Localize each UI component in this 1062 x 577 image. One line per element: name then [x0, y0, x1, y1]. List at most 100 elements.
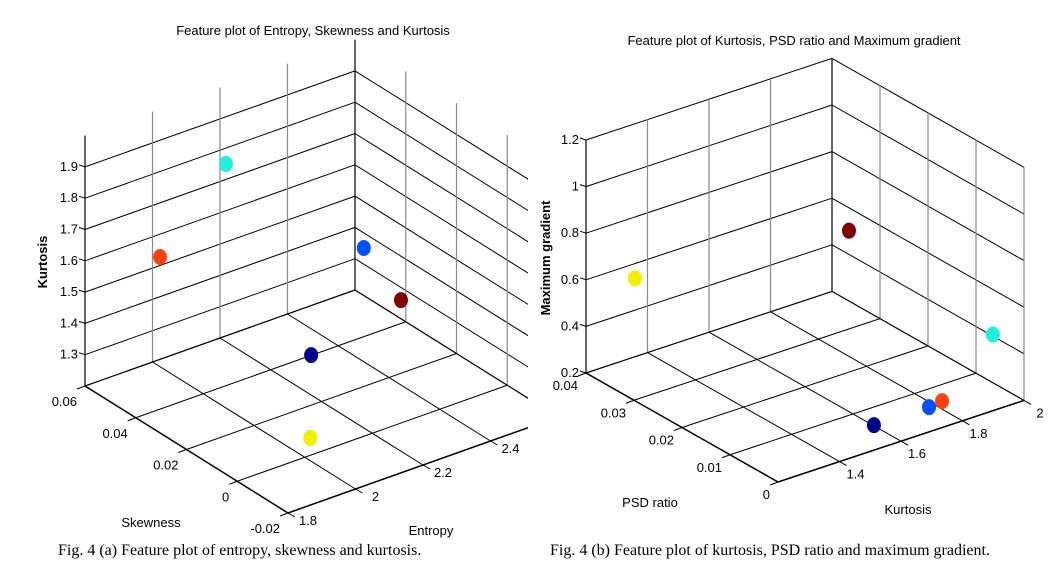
- chart-b-z-tick-label: 0.2: [561, 365, 579, 380]
- chart-b-z-tick: [579, 184, 587, 188]
- chart-b-x-tick-label: 1.4: [846, 467, 864, 482]
- chart-a-x-tick: [422, 464, 431, 470]
- chart-b-title: Feature plot of Kurtosis, PSD ratio and …: [627, 33, 960, 48]
- chart-b-wall-gridline: [831, 57, 1025, 168]
- chart-b-x-tick: [962, 420, 970, 426]
- chart-b-xlabel: Kurtosis: [885, 502, 932, 517]
- chart-b-z-tick-label: 1: [572, 179, 579, 194]
- chart-a-y-tick: [178, 449, 187, 453]
- chart-a-data-point: [153, 248, 168, 265]
- chart-a-z-tick: [78, 352, 86, 356]
- chart-a-y-tick-label: 0: [222, 489, 229, 504]
- chart-b-y-tick: [673, 427, 683, 431]
- chart-a-ylabel: Skewness: [121, 515, 181, 530]
- chart-b-z-tick: [579, 137, 587, 141]
- chart-a-y-tick: [229, 480, 238, 485]
- chart-a-floor-gridline: [237, 384, 508, 482]
- chart-a-y-tick: [127, 417, 136, 422]
- chart-b-z-tick-label: 0.4: [561, 318, 579, 333]
- chart-a-floor-gridline: [186, 353, 457, 450]
- chart-a-floor-edge: [84, 289, 356, 387]
- chart-a-z-tick-label: 1.8: [60, 190, 78, 205]
- chart-a-x-tick-label: 2.2: [434, 465, 452, 480]
- chart-b-z-tick: [579, 230, 587, 234]
- chart-a-z-tick-label: 1.3: [60, 347, 78, 362]
- chart-a-x-tick: [355, 488, 363, 494]
- chart-b-z-tick-label: 1.2: [561, 132, 579, 147]
- chart-a-z-tick-label: 1.7: [60, 222, 78, 237]
- chart-a-y-tick: [76, 385, 86, 390]
- chart-a-z-tick: [78, 227, 86, 230]
- chart-b-z-tick-label: 0.8: [561, 225, 579, 240]
- chart-b-points: [627, 222, 1000, 434]
- chart-a-y-tick: [279, 512, 289, 517]
- chart-a-x-tick-label: 1.8: [299, 513, 317, 528]
- chart-a-data-point: [356, 239, 371, 256]
- chart-a-z-tick: [78, 320, 86, 324]
- chart-a-floor-gridline: [135, 321, 406, 419]
- chart-a: Feature plot of Entropy, Skewness and Ku…: [35, 23, 528, 559]
- chart-a-data-point: [218, 155, 233, 172]
- chart-b-y-tick-label: 0.02: [649, 433, 674, 448]
- chart-a-x-tick-label: 2.4: [501, 441, 519, 456]
- chart-a-z-tick-label: 1.4: [60, 315, 78, 330]
- chart-b-y-tick-label: 0.03: [601, 405, 626, 420]
- chart-a-z-tick: [78, 195, 86, 199]
- chart-b-data-point: [627, 270, 642, 287]
- chart-a-z-tick: [78, 164, 86, 168]
- chart-a-data-point: [393, 292, 408, 309]
- chart-a-x-tick: [287, 512, 296, 518]
- chart-b-floor-gridline: [633, 318, 881, 401]
- chart-b-y-tick: [625, 399, 635, 404]
- chart-a-data-point: [304, 347, 319, 364]
- chart-b-z-tick: [579, 370, 587, 374]
- chart-b-y-tick: [769, 481, 779, 486]
- chart-b-x-tick-label: 1.6: [908, 446, 926, 461]
- chart-a-floor-edge: [354, 289, 528, 399]
- chart-a-ticks: 1.3 1.4 1.5 1.6 1.7 1.8 1.9 -0.02 0 0.02 0.04 0.06 1…: [52, 159, 520, 536]
- chart-b-zlabel: Maximum gradient: [538, 200, 553, 316]
- chart-b-y-tick-label: 0.01: [697, 460, 722, 475]
- chart-a-z-tick-label: 1.9: [60, 159, 78, 174]
- chart-b-data-point: [866, 417, 881, 434]
- chart-a-z-tick: [78, 289, 86, 293]
- chart-a-xlabel: Entropy: [409, 523, 454, 538]
- chart-a-grid: [84, 39, 528, 514]
- chart-b-x-tick: [900, 440, 909, 446]
- chart-b-data-point: [985, 326, 1000, 343]
- chart-b-y-tick: [721, 454, 731, 459]
- chart-b-y-tick-label: 0.04: [553, 378, 578, 393]
- chart-b-data-point: [841, 222, 856, 239]
- chart-b-data-point: [935, 393, 950, 410]
- chart-a-z-tick-label: 1.5: [60, 284, 78, 299]
- chart-b-x-tick-label: 2: [1036, 405, 1043, 420]
- chart-a-z-tick-label: 1.6: [60, 253, 78, 268]
- chart-b-grid: [585, 57, 1025, 483]
- chart-a-caption: Fig. 4 (a) Feature plot of entropy, skew…: [58, 542, 421, 559]
- chart-b-z-tick: [579, 277, 587, 281]
- chart-b-z-tick-label: 0.6: [561, 272, 579, 287]
- chart-b-floor-gridline: [681, 345, 929, 428]
- chart-b-x-tick-label: 1.8: [969, 426, 987, 441]
- chart-b-ylabel: PSD ratio: [622, 495, 678, 510]
- chart-a-data-point: [303, 429, 318, 446]
- chart-b-caption: Fig. 4 (b) Feature plot of kurtosis, PSD…: [550, 542, 990, 559]
- chart-a-x-tick: [490, 440, 498, 446]
- chart-b-z-tick: [579, 323, 587, 327]
- chart-a-y-tick-label: 0.04: [102, 426, 127, 441]
- chart-a-title: Feature plot of Entropy, Skewness and Ku…: [176, 23, 450, 38]
- chart-b-floor-gridline: [729, 372, 977, 456]
- chart-a-points: [153, 155, 408, 446]
- chart-a-z-tick: [78, 258, 86, 262]
- chart-b-floor-edge: [585, 290, 833, 374]
- chart-a-zlabel: Kurtosis: [35, 236, 50, 289]
- chart-a-x-tick-label: 2: [372, 489, 379, 504]
- chart-a-y-tick-label: 0.06: [52, 394, 77, 409]
- chart-b-x-tick: [1023, 399, 1032, 405]
- chart-b-y-tick: [577, 372, 587, 377]
- chart-b-floor-edge: [831, 290, 1025, 401]
- chart-b-data-point: [922, 399, 937, 416]
- chart-b: Feature plot of Kurtosis, PSD ratio and …: [538, 33, 1044, 559]
- chart-b-x-tick: [839, 461, 847, 467]
